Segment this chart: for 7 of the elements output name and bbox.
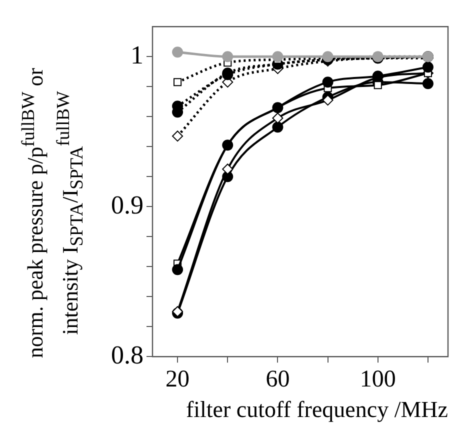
y-tick-label: 1: [130, 40, 144, 70]
x-axis-title: filter cutoff frequency /MHz: [186, 397, 448, 422]
x-tick-label: 20: [166, 366, 190, 392]
y-tick-label: 0.9: [111, 190, 144, 220]
y-tick-label: 0.8: [111, 340, 144, 370]
x-tick-label: 60: [266, 366, 290, 392]
x-tick-label: 100: [360, 366, 396, 392]
